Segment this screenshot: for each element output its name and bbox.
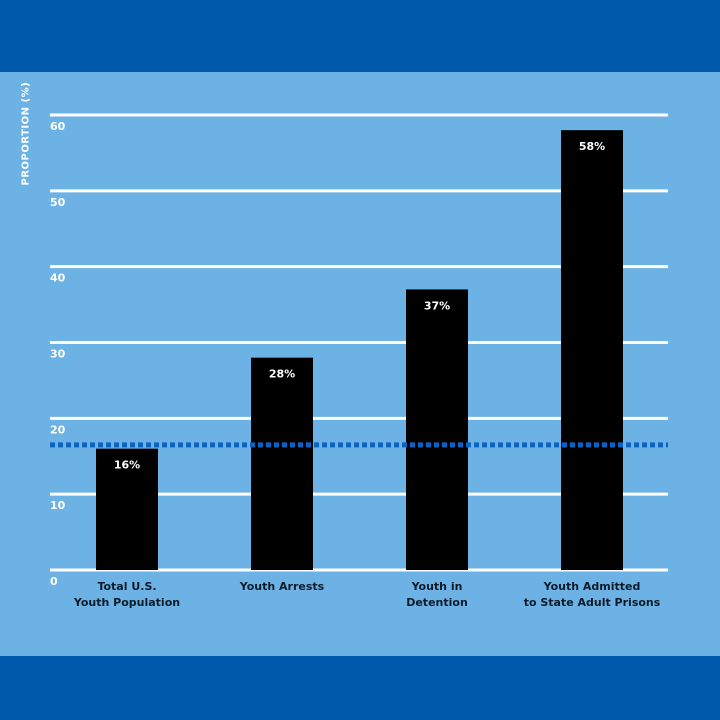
- y-tick-label: 50: [50, 196, 66, 209]
- bottom-band: [0, 656, 720, 720]
- x-category-label: Total U.S.: [97, 580, 156, 593]
- x-category-label: Detention: [406, 596, 468, 609]
- data-label: 58%: [579, 140, 605, 153]
- x-category-label: to State Adult Prisons: [524, 596, 661, 609]
- y-axis-title: PROPORTION (%): [21, 82, 32, 186]
- y-tick-label: 40: [50, 272, 66, 285]
- bar: [406, 289, 468, 570]
- bar: [96, 448, 158, 570]
- data-label: 28%: [269, 368, 295, 381]
- y-tick-label: 60: [50, 120, 66, 133]
- x-category-label: Youth Population: [73, 596, 180, 609]
- y-tick-label: 0: [50, 575, 58, 588]
- bar: [251, 357, 313, 570]
- bar-chart: 0 10 20 30 40 50 60 16% 28% 37% 58% Total U.S. Youth…: [50, 113, 668, 609]
- x-category-label: Youth Admitted: [543, 580, 641, 593]
- top-band: [0, 0, 720, 72]
- x-category-label: Youth in: [411, 580, 463, 593]
- y-tick-label: 20: [50, 423, 66, 436]
- data-label: 16%: [114, 459, 140, 472]
- chart-panel: 0 10 20 30 40 50 60 16% 28% 37% 58% Total U.S. Youth…: [0, 72, 720, 656]
- y-tick-label: 30: [50, 348, 66, 361]
- x-category-label: Youth Arrests: [239, 580, 325, 593]
- y-tick-label: 10: [50, 499, 66, 512]
- data-label: 37%: [424, 299, 450, 312]
- bar: [561, 130, 623, 570]
